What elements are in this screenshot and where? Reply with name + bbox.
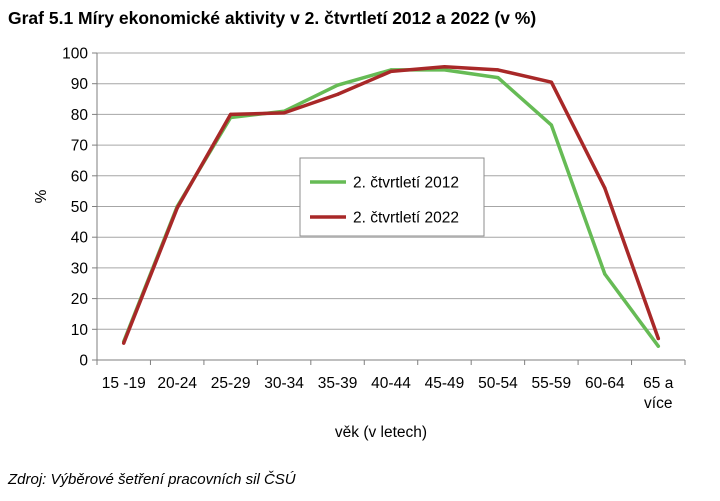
- data-point: [389, 69, 393, 74]
- y-tick-label: 20: [71, 291, 89, 308]
- y-tick-label: 30: [71, 260, 89, 277]
- data-point: [549, 123, 553, 127]
- series-lines: [121, 65, 661, 348]
- y-tick-label: 100: [62, 46, 88, 63]
- legend: 2. čtvrtletí 2012 2. čtvrtletí 2022: [299, 157, 485, 237]
- y-tick-label: 80: [71, 107, 89, 124]
- y-tick-label: 90: [71, 76, 89, 93]
- data-point: [656, 344, 660, 348]
- x-tick-label: 55-59: [532, 375, 572, 392]
- y-tick-label: 10: [71, 322, 89, 339]
- data-point: [496, 75, 500, 80]
- data-point: [442, 65, 447, 69]
- y-tick-label: 60: [71, 168, 89, 185]
- data-point: [335, 83, 340, 87]
- data-point: [603, 186, 607, 190]
- legend-label: 2. čtvrtletí 2012: [353, 175, 459, 192]
- x-tick-label: 25-29: [211, 375, 251, 392]
- data-point: [656, 336, 660, 341]
- y-tick-label: 0: [79, 353, 88, 370]
- data-point: [603, 272, 607, 276]
- x-tick-label: 35-39: [318, 375, 358, 392]
- y-tick-label: 70: [71, 138, 89, 155]
- data-point: [122, 341, 126, 345]
- data-point: [442, 68, 447, 72]
- data-point: [496, 68, 500, 72]
- x-tick-label: 50-54: [478, 375, 518, 392]
- data-point: [282, 111, 286, 115]
- x-tick-label: 40-44: [371, 375, 411, 392]
- axis-labels: 0 10 20 30 40 50 60 70 80 90 100 15 -19 20-24 25-29 30…: [33, 46, 674, 442]
- x-tick-label: 15 -19: [102, 375, 146, 392]
- x-axis-title: věk (v letech): [335, 424, 427, 441]
- x-tick-label: 20-24: [157, 375, 197, 392]
- chart-title: Graf 5.1 Míry ekonomické aktivity v 2. č…: [8, 8, 537, 28]
- data-point: [229, 112, 233, 116]
- data-point: [549, 80, 553, 84]
- data-point: [335, 92, 340, 97]
- y-tick-label: 50: [71, 199, 89, 216]
- axes: [92, 52, 686, 365]
- x-tick-label: 65 a více: [643, 375, 674, 412]
- x-tick-label: 30-34: [264, 375, 304, 392]
- x-tick-label: 60-64: [585, 375, 625, 392]
- y-axis-title: %: [33, 189, 50, 203]
- legend-label: 2. čtvrtletí 2022: [353, 210, 459, 227]
- source-note: Zdroj: Výběrové šetření pracovních sil Č…: [8, 471, 296, 488]
- x-tick-label: 45-49: [425, 375, 465, 392]
- legend-box: [299, 157, 485, 237]
- data-point: [175, 206, 179, 210]
- y-tick-label: 40: [71, 230, 89, 247]
